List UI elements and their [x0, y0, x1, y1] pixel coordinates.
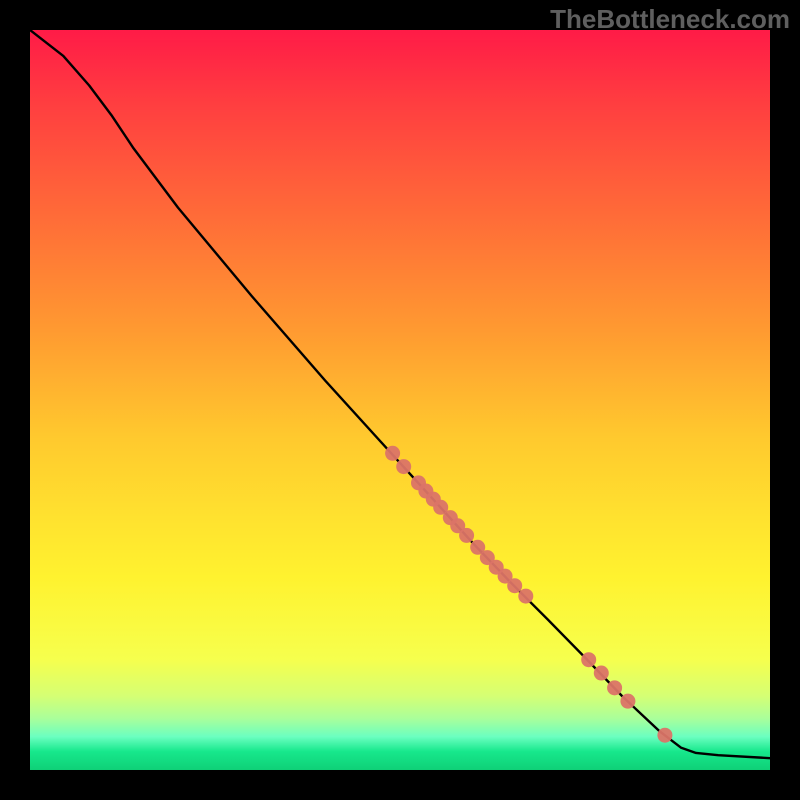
- watermark-text: TheBottleneck.com: [550, 4, 790, 35]
- data-marker: [518, 589, 533, 604]
- data-marker: [385, 446, 400, 461]
- data-marker: [620, 694, 635, 709]
- stage: TheBottleneck.com: [0, 0, 800, 800]
- gradient-background: [30, 30, 770, 770]
- data-marker: [459, 528, 474, 543]
- data-marker: [396, 459, 411, 474]
- data-marker: [581, 652, 596, 667]
- data-marker: [594, 666, 609, 681]
- chart-svg: [30, 30, 770, 770]
- data-marker: [607, 680, 622, 695]
- data-marker: [507, 578, 522, 593]
- data-marker: [657, 728, 672, 743]
- plot-area: [30, 30, 770, 770]
